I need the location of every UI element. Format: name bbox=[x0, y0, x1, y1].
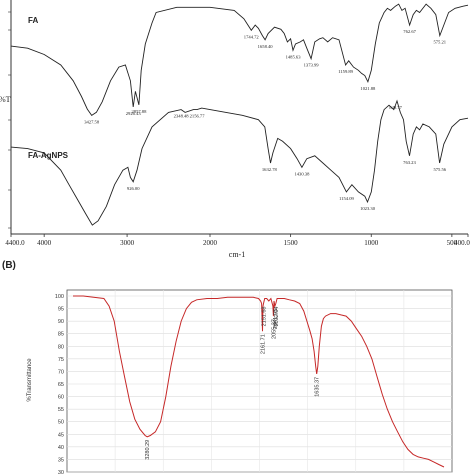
panel-b-peak-labels: 3280.29 2161.71 2151.682055.372041.932032.… bbox=[145, 307, 321, 460]
x-tick-label: 500 bbox=[447, 239, 458, 247]
y-tick-label: 75 bbox=[58, 357, 64, 363]
y-tick-label: 80 bbox=[58, 344, 64, 350]
peak-label: 2156.77 bbox=[190, 114, 206, 119]
x-tick-label: 4000 bbox=[37, 239, 52, 247]
panel-b-label: (B) bbox=[2, 260, 16, 271]
y-tick-label: 30 bbox=[58, 470, 64, 474]
peak-label: 3280.29 bbox=[145, 440, 151, 460]
peak-label: 2151.68 bbox=[262, 307, 268, 327]
peak-label: 1485.63 bbox=[286, 54, 302, 59]
panel-b-series bbox=[73, 295, 445, 468]
peak-label: 1021.88 bbox=[360, 86, 376, 91]
peak-label: 2926.43 bbox=[126, 111, 142, 116]
x-tick-label: 4400.0 bbox=[5, 239, 25, 247]
peak-label: 1632.78 bbox=[262, 167, 278, 172]
y-tick-label: 70 bbox=[58, 369, 64, 375]
panel-b: (B) 30 35 40 45 50 55 60 65 70 75 80 85 90 95 100 %Tra… bbox=[2, 260, 453, 474]
panel-a-series bbox=[10, 3, 469, 226]
x-tick-label: 1000 bbox=[364, 239, 379, 247]
y-tick-label: 90 bbox=[58, 319, 64, 325]
peak-label: 762.67 bbox=[403, 29, 416, 34]
series-line-1 bbox=[10, 99, 469, 226]
x-tick-label: 2000 bbox=[203, 239, 218, 247]
transmittance-line bbox=[73, 295, 445, 468]
peak-label: 1154.09 bbox=[339, 196, 354, 201]
peak-label: 1023.30 bbox=[360, 206, 376, 211]
peak-label: 2161.71 bbox=[261, 334, 267, 354]
y-tick-label: 65 bbox=[58, 382, 64, 388]
y-tick-label: 55 bbox=[58, 407, 64, 413]
panel-a-x-label: cm-1 bbox=[229, 250, 245, 259]
panel-b-y-ticks: 30 35 40 45 50 55 60 65 70 75 80 85 90 95 100 bbox=[55, 294, 64, 474]
peak-label: 1658.40 bbox=[258, 44, 274, 49]
panel-b-grid bbox=[67, 290, 452, 473]
y-tick-label: 45 bbox=[58, 432, 64, 438]
y-tick-label: 40 bbox=[58, 445, 64, 451]
y-tick-label: 50 bbox=[58, 420, 64, 426]
y-tick-label: 60 bbox=[58, 395, 64, 401]
peak-label: 1159.89 bbox=[338, 69, 353, 74]
peak-label: 1373.99 bbox=[304, 63, 320, 68]
peak-label: 2348.48 bbox=[174, 114, 190, 119]
x-tick-label: 400.0 bbox=[454, 239, 470, 247]
peak-label: 2032.04 bbox=[274, 307, 280, 327]
peak-label: 1430.38 bbox=[294, 171, 310, 176]
peak-label: 1744.72 bbox=[244, 34, 260, 39]
y-tick-label: 100 bbox=[55, 294, 64, 300]
y-tick-label: 95 bbox=[58, 307, 64, 313]
y-tick-label: 35 bbox=[58, 457, 64, 463]
peak-label: 1635.37 bbox=[315, 377, 321, 397]
series-label-fa: FA bbox=[28, 16, 38, 25]
peak-label: 2041.93 bbox=[273, 309, 279, 329]
peak-label: 2857.88 bbox=[131, 109, 147, 114]
peak-label: 2055.37 bbox=[271, 319, 277, 339]
panel-a-y-label: %T bbox=[0, 95, 11, 104]
peak-label: 3427.58 bbox=[84, 119, 100, 124]
series-label-fa-agnps: FA-AgNPS bbox=[28, 151, 69, 160]
panel-b-y-label: %Transmittance bbox=[27, 358, 33, 402]
peak-label: 575.56 bbox=[433, 167, 446, 172]
series-line-0 bbox=[10, 3, 469, 117]
x-tick-label: 3000 bbox=[120, 239, 135, 247]
peak-label: 926.00 bbox=[127, 186, 140, 191]
peak-label: 849.77 bbox=[389, 105, 402, 110]
y-tick-label: 85 bbox=[58, 332, 64, 338]
x-tick-label: 1500 bbox=[284, 239, 299, 247]
peak-label: 763.23 bbox=[403, 160, 416, 165]
peak-label: 575.21 bbox=[433, 40, 446, 45]
